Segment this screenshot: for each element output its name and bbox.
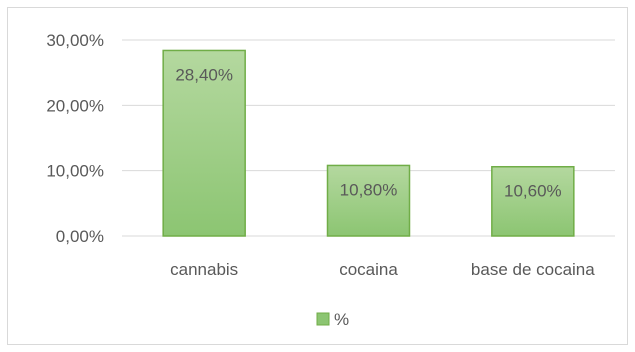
bar-cocaina — [326, 164, 411, 237]
data-label: 28,40% — [175, 65, 233, 84]
bar-cannabis — [162, 49, 246, 237]
y-tick-label: 0,00% — [56, 227, 104, 246]
data-label: 10,80% — [340, 180, 398, 199]
y-tick-label: 10,00% — [46, 162, 104, 181]
x-tick-label: base de cocaina — [471, 260, 595, 279]
bar-base-de-cocaina — [491, 165, 575, 237]
x-axis-labels: cannabis cocaina base de cocaina — [170, 260, 595, 279]
y-axis-ticks: 0,00% 10,00% 20,00% 30,00% — [46, 31, 104, 246]
legend: % — [316, 310, 349, 329]
y-tick-label: 30,00% — [46, 31, 104, 50]
data-labels: 28,40% 10,80% 10,60% — [175, 65, 561, 200]
bars — [162, 49, 575, 237]
y-tick-label: 20,00% — [46, 96, 104, 115]
x-tick-label: cannabis — [170, 260, 238, 279]
data-label: 10,60% — [504, 182, 562, 201]
legend-swatch — [316, 312, 330, 326]
legend-label: % — [334, 310, 349, 329]
x-tick-label: cocaina — [339, 260, 398, 279]
